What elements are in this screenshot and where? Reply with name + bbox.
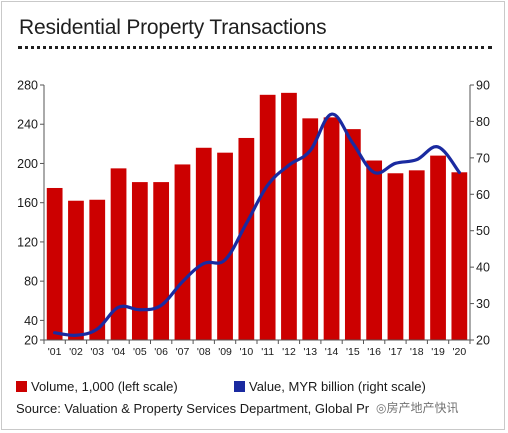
left-tick-label-4: 160 (17, 196, 38, 210)
right-tick-label-1: 30 (476, 297, 490, 311)
x-tick-label-15: '16 (367, 346, 381, 358)
left-tick-label-6: 240 (17, 118, 38, 132)
right-tick-label-5: 70 (476, 151, 490, 165)
left-tick-label-2: 80 (24, 275, 38, 289)
x-tick-label-14: '15 (346, 346, 360, 358)
bar-7 (195, 147, 212, 340)
bar-10 (259, 94, 276, 340)
left-tick-label-1: 40 (24, 314, 38, 328)
value-line (53, 112, 461, 337)
right-tick-label-6: 80 (476, 115, 490, 129)
legend-item-value: Value, MYR billion (right scale) (234, 379, 426, 394)
legend-label-volume: Volume, 1,000 (left scale) (31, 379, 178, 394)
bar-13 (323, 117, 340, 341)
bar-6 (174, 164, 191, 340)
x-tick-label-17: '18 (410, 346, 424, 358)
x-tick-label-19: '20 (453, 346, 467, 358)
x-tick-label-18: '19 (431, 346, 445, 358)
bar-11 (281, 92, 297, 340)
left-tick-label-5: 200 (17, 157, 38, 171)
right-tick-label-0: 20 (476, 334, 490, 348)
right-tick-label-3: 50 (476, 224, 490, 238)
x-tick-label-12: '13 (303, 346, 317, 358)
right-tick-label-7: 90 (476, 79, 490, 93)
chart-title: Residential Property Transactions (19, 16, 327, 39)
legend-swatch-value (234, 381, 245, 392)
x-tick-label-7: '08 (197, 346, 211, 358)
x-tick-label-9: '10 (240, 346, 254, 358)
x-tick-label-0: '01 (48, 346, 62, 358)
x-tick-label-3: '04 (112, 346, 126, 358)
bar-3 (110, 168, 127, 340)
legend-label-value: Value, MYR billion (right scale) (249, 379, 426, 394)
bar-5 (153, 182, 170, 340)
legend-item-volume: Volume, 1,000 (left scale) (16, 379, 178, 394)
x-tick-label-4: '05 (133, 346, 147, 358)
bar-12 (302, 118, 319, 340)
x-tick-label-11: '12 (282, 346, 296, 358)
bar-2 (89, 199, 106, 340)
left-tick-label-3: 120 (17, 235, 38, 249)
x-tick-label-8: '09 (218, 346, 232, 358)
bar-0 (46, 187, 63, 340)
watermark-logo: ◎房产地产快讯 (376, 401, 459, 415)
x-tick-label-2: '03 (90, 346, 104, 358)
x-tick-label-5: '06 (154, 346, 168, 358)
bar-17 (408, 170, 425, 340)
bar-4 (131, 182, 148, 340)
legend-swatch-volume (16, 381, 27, 392)
x-tick-label-13: '14 (325, 346, 339, 358)
left-tick-label-0: 20 (24, 334, 38, 348)
source-note: Source: Valuation & Property Services De… (16, 401, 370, 416)
bar-9 (238, 137, 255, 340)
bar-1 (68, 200, 84, 340)
x-tick-label-10: '11 (261, 346, 274, 358)
x-tick-label-1: '02 (69, 346, 83, 358)
title-divider (18, 46, 492, 49)
bar-15 (366, 160, 383, 340)
bar-19 (451, 172, 468, 340)
x-tick-label-6: '07 (176, 346, 190, 358)
bar-16 (387, 173, 404, 340)
bar-18 (430, 155, 446, 340)
left-tick-label-7: 280 (17, 79, 38, 93)
bar-14 (344, 129, 361, 340)
right-tick-label-4: 60 (476, 188, 490, 202)
bar-8 (217, 152, 233, 340)
right-tick-label-2: 40 (476, 261, 490, 275)
x-tick-label-16: '17 (389, 346, 403, 358)
